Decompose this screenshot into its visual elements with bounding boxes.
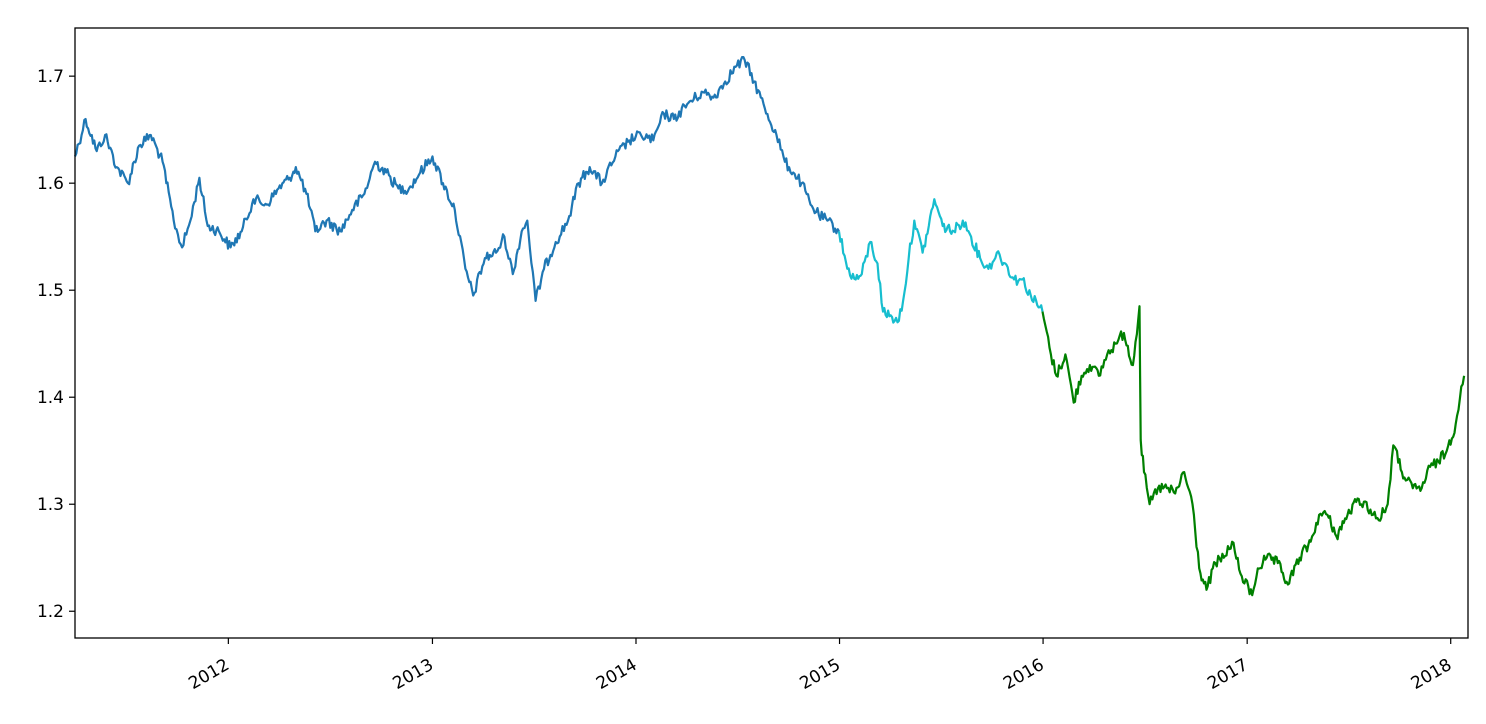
y-tick-label: 1.2 [37,602,64,622]
x-tick-label: 2013 [389,655,436,694]
x-axis: 2012 2013 2014 2015 2016 2017 2018 [185,638,1455,694]
y-tick-label: 1.6 [37,174,64,194]
y-tick-label: 1.5 [37,281,64,301]
series-line-3 [1041,305,1466,597]
series-line-1 [73,56,840,302]
x-tick-label: 2018 [1408,655,1455,694]
x-tick-label: 2017 [1204,655,1251,694]
series-line-2 [837,198,1044,324]
y-tick-label: 1.3 [37,495,64,515]
plot-frame [74,27,1469,639]
x-tick-label: 2014 [593,655,640,694]
y-axis: 1.2 1.3 1.4 1.5 1.6 1.7 [37,67,75,622]
y-tick-label: 1.4 [37,388,64,408]
series-layer [73,56,1466,597]
x-tick-label: 2015 [797,655,844,694]
y-tick-label: 1.7 [37,67,64,87]
x-tick-label: 2012 [185,655,232,694]
x-tick-label: 2016 [1000,655,1047,694]
